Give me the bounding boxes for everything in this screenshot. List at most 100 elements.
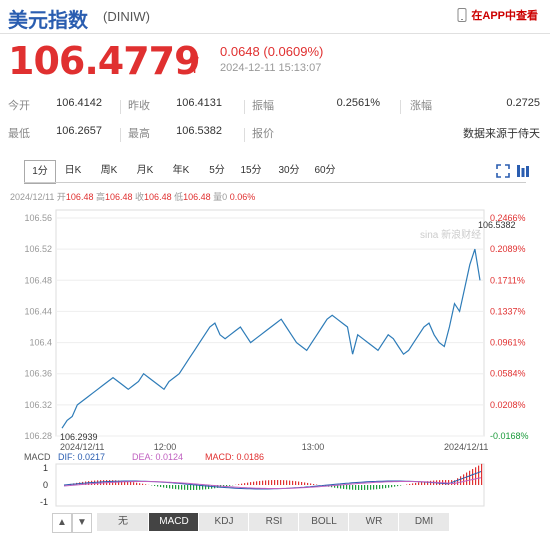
prev-button[interactable]: ▲ <box>52 513 72 533</box>
macd-bar <box>133 482 135 485</box>
macd-bar <box>454 480 456 485</box>
next-button[interactable]: ▼ <box>72 513 92 533</box>
indicator-rsi[interactable]: RSI <box>248 513 299 531</box>
y-tick-label: 106.28 <box>24 431 52 441</box>
ohlc-high-label: 高 <box>95 192 105 202</box>
macd-bar <box>160 485 162 488</box>
macd-bar <box>208 485 210 490</box>
price-chart[interactable]: 106.56 106.52 106.48 106.44 106.4 106.36 106.3… <box>0 200 550 512</box>
macd-bar <box>130 481 132 485</box>
current-price: 106.4779 <box>8 39 201 83</box>
y-tick-labels: 106.56 106.52 106.48 106.44 106.4 106.36 106.3… <box>24 213 52 441</box>
macd-bar <box>466 472 468 485</box>
macd-bar <box>205 485 207 490</box>
stat-label: 最低 <box>8 128 30 140</box>
macd-bar <box>142 483 144 485</box>
macd-legend-item: DEA: 0.0124 <box>132 452 183 462</box>
macd-bar <box>481 463 483 485</box>
tab-yearly[interactable]: 年K <box>172 165 190 176</box>
open-in-app-label: 在APP中查看 <box>471 10 538 22</box>
macd-bar <box>301 481 303 485</box>
high-label: 106.5382 <box>478 220 516 230</box>
fullscreen-icon[interactable] <box>496 164 510 178</box>
tab-1min[interactable]: 1分 <box>24 160 56 184</box>
pct-tick-label: -0.0168% <box>490 431 529 441</box>
stat-label: 昨收 <box>128 100 150 112</box>
y-tick-label: 106.32 <box>24 400 52 410</box>
ohlc-vol: 0 <box>222 192 228 202</box>
macd-bar <box>427 481 429 485</box>
macd-bar <box>379 485 381 489</box>
macd-bar <box>412 483 414 485</box>
chart-grid <box>55 209 485 437</box>
indicator-boll[interactable]: BOLL <box>298 513 349 531</box>
stat-value: 106.4131 <box>176 97 222 109</box>
macd-bar <box>394 485 396 487</box>
macd-bar <box>259 480 261 485</box>
indicator-kdj[interactable]: KDJ <box>198 513 249 531</box>
macd-bar <box>286 480 288 485</box>
macd-bar <box>253 481 255 485</box>
macd-bar <box>265 480 267 485</box>
macd-bar <box>346 485 348 490</box>
divider <box>120 128 121 142</box>
macd-bar <box>187 485 189 490</box>
price-change: 0.0648 (0.0609%) <box>220 44 324 59</box>
ohlc-close-label: 收 <box>135 192 145 202</box>
macd-legend-item: MACD <box>24 452 51 462</box>
macd-bar <box>304 482 306 485</box>
tab-daily[interactable]: 日K <box>64 165 82 176</box>
macd-bar <box>244 483 246 485</box>
pct-tick-label: 0.0584% <box>490 369 526 379</box>
macd-bar <box>349 485 351 490</box>
stat-label: 报价 <box>252 128 274 140</box>
indicator-wr[interactable]: WR <box>348 513 399 531</box>
macd-bar <box>199 485 201 490</box>
tab-30min[interactable]: 30分 <box>278 165 300 176</box>
indicator-dmi[interactable]: DMI <box>398 513 449 531</box>
macd-bar <box>139 483 141 485</box>
macd-bar <box>469 470 471 485</box>
ohlc-pct: 0.06% <box>229 192 256 202</box>
macd-bar <box>310 483 312 485</box>
period-tabs: 1分 日K 周K 月K 年K 5分 15分 30分 60分 <box>24 160 529 184</box>
macd-bar <box>163 485 165 488</box>
ohlc-open-label: 开 <box>56 192 66 202</box>
macd-legend-item: MACD: 0.0186 <box>205 452 264 462</box>
header-divider <box>0 33 550 34</box>
divider <box>244 100 245 114</box>
indicator-macd[interactable]: MACD <box>148 513 199 531</box>
x-tick-label: 2024/12/11 <box>60 442 104 452</box>
macd-bar <box>307 482 309 485</box>
divider <box>244 128 245 142</box>
macd-bar <box>181 485 183 490</box>
tab-60min[interactable]: 60分 <box>314 165 336 176</box>
stats-row: 今开 106.4142 昨收 106.4131 振幅 0.2561% 涨幅 0.… <box>0 97 550 121</box>
tab-monthly[interactable]: 月K <box>136 165 154 176</box>
macd-bar <box>370 485 372 490</box>
macd-bar <box>382 485 384 489</box>
tab-15min[interactable]: 15分 <box>240 165 262 176</box>
open-in-app-link[interactable]: 在APP中查看 <box>457 7 538 23</box>
macd-bar <box>124 481 126 485</box>
settings-icon[interactable] <box>516 163 530 179</box>
divider <box>120 100 121 114</box>
macd-y-tick: 0 <box>43 480 48 490</box>
stat-value: 0.2725 <box>506 97 540 109</box>
y-tick-label: 106.44 <box>24 306 52 316</box>
stats-row: 最低 106.2657 最高 106.5382 报价 数据来源于侍天 <box>0 125 550 149</box>
macd-bar <box>358 485 360 490</box>
macd-bar <box>313 483 315 485</box>
tab-weekly[interactable]: 周K <box>100 165 118 176</box>
macd-dif-line <box>63 471 482 490</box>
macd-bar <box>361 485 363 490</box>
stat-label: 涨幅 <box>410 100 432 112</box>
indicator-none[interactable]: 无 <box>96 513 149 531</box>
y-tick-label: 106.4 <box>29 338 52 348</box>
tab-5min[interactable]: 5分 <box>209 165 225 176</box>
macd-bar <box>274 480 276 485</box>
y-tick-label: 106.48 <box>24 275 52 285</box>
macd-bar <box>136 482 138 485</box>
stat-value: 106.5382 <box>176 125 222 137</box>
macd-bar <box>367 485 369 490</box>
